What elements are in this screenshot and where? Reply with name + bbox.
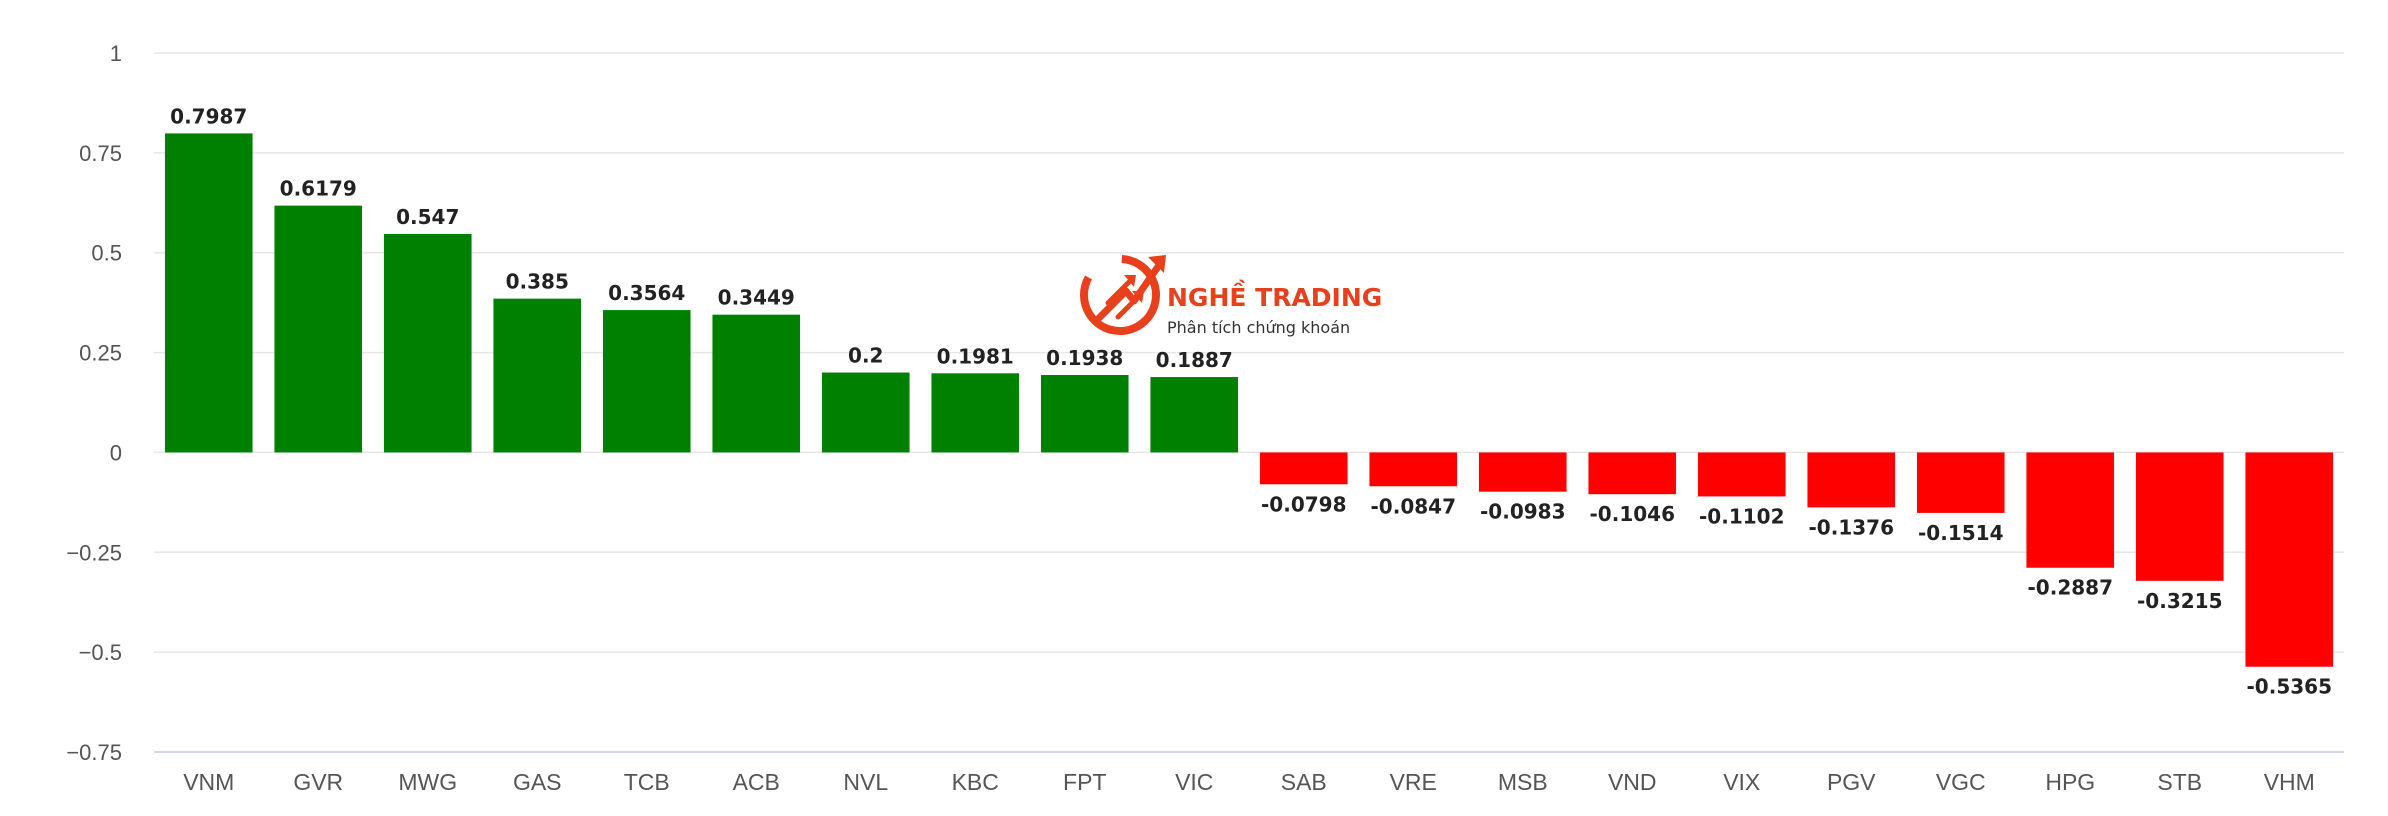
brand-watermark: NGHỀ TRADING Phân tích chứng khoán xyxy=(1080,255,1382,337)
y-tick-label: −0.5 xyxy=(79,640,122,665)
x-category-label: VHM xyxy=(2264,769,2315,795)
x-category-label: MWG xyxy=(398,769,457,795)
data-label-vhm: -0.5365 xyxy=(2247,675,2332,699)
x-category-label: GAS xyxy=(513,769,562,795)
x-category-label: KBC xyxy=(952,769,999,795)
bar-vgc xyxy=(1916,452,2005,513)
data-label-gvr: 0.6179 xyxy=(280,177,357,201)
bar-vhm xyxy=(2245,452,2334,667)
data-label-vnm: 0.7987 xyxy=(170,104,247,128)
data-label-hpg: -0.2887 xyxy=(2028,576,2113,600)
data-label-nvl: 0.2 xyxy=(848,344,883,368)
data-label-vnd: -0.1046 xyxy=(1590,502,1675,526)
x-category-label: SAB xyxy=(1281,769,1327,795)
x-category-label: VRE xyxy=(1390,769,1437,795)
x-category-label: GVR xyxy=(293,769,343,795)
data-labels: 0.7987 0.6179 0.547 0.385 0.3564 0.3449 0.2 0.1… xyxy=(170,104,2332,698)
bar-msb xyxy=(1478,452,1567,492)
bar-vnm xyxy=(164,133,253,453)
y-tick-label: 0.75 xyxy=(79,141,122,166)
bar-gas xyxy=(493,298,582,453)
x-category-label: ACB xyxy=(733,769,780,795)
x-category-label: MSB xyxy=(1498,769,1548,795)
x-category-label: VIC xyxy=(1175,769,1213,795)
x-category-label: TCB xyxy=(624,769,670,795)
bars xyxy=(164,133,2334,667)
x-category-label: STB xyxy=(2157,769,2202,795)
x-axis-categories: VNM GVR MWG GAS TCB ACB NVL KBC FPT VIC SAB VRE MSB V… xyxy=(183,769,2315,795)
bar-hpg xyxy=(2026,452,2115,568)
x-category-label: VGC xyxy=(1936,769,1986,795)
bar-vix xyxy=(1697,452,1786,497)
data-label-stb: -0.3215 xyxy=(2137,589,2222,613)
bar-stb xyxy=(2135,452,2224,581)
y-tick-label: −0.25 xyxy=(66,540,122,565)
x-category-label: VIX xyxy=(1723,769,1760,795)
x-category-label: FPT xyxy=(1063,769,1106,795)
data-label-vic: 0.1887 xyxy=(1156,348,1233,372)
y-tick-label: 1 xyxy=(110,41,122,66)
grid-lines xyxy=(154,52,2344,753)
x-category-label: NVL xyxy=(843,769,888,795)
data-label-acb: 0.3449 xyxy=(718,286,795,310)
data-label-pgv: -0.1376 xyxy=(1809,515,1894,539)
bar-kbc xyxy=(931,373,1020,453)
data-label-fpt: 0.1938 xyxy=(1046,346,1123,370)
brand-logo-icon xyxy=(1080,255,1166,335)
bar-tcb xyxy=(602,310,691,453)
brand-name: NGHỀ TRADING xyxy=(1167,279,1382,312)
brand-tagline: Phân tích chứng khoán xyxy=(1167,318,1350,337)
x-category-label: VND xyxy=(1608,769,1657,795)
data-label-gas: 0.385 xyxy=(506,270,569,294)
bar-vre xyxy=(1369,452,1458,487)
bar-nvl xyxy=(821,372,910,453)
bar-mwg xyxy=(383,233,472,453)
y-tick-label: 0.5 xyxy=(91,241,122,266)
data-label-kbc: 0.1981 xyxy=(937,344,1014,368)
x-category-label: PGV xyxy=(1827,769,1876,795)
data-label-vix: -0.1102 xyxy=(1699,504,1784,528)
data-label-tcb: 0.3564 xyxy=(608,281,685,305)
data-label-msb: -0.0983 xyxy=(1480,500,1565,524)
data-label-vgc: -0.1514 xyxy=(1918,521,2003,545)
bar-fpt xyxy=(1040,375,1129,453)
bar-pgv xyxy=(1807,452,1896,508)
bar-sab xyxy=(1259,452,1348,485)
bar-vnd xyxy=(1588,452,1677,495)
bar-acb xyxy=(712,314,801,453)
data-label-mwg: 0.547 xyxy=(396,205,459,229)
x-category-label: VNM xyxy=(183,769,234,795)
y-tick-label: −0.75 xyxy=(66,740,122,765)
bar-gvr xyxy=(274,205,363,453)
data-label-sab: -0.0798 xyxy=(1261,492,1346,516)
y-tick-label: 0 xyxy=(110,440,122,465)
data-label-vre: -0.0847 xyxy=(1371,494,1456,518)
bar-vic xyxy=(1150,377,1239,453)
x-category-label: HPG xyxy=(2045,769,2095,795)
y-axis-ticks: 1 0.75 0.5 0.25 0 −0.25 −0.5 −0.75 xyxy=(66,41,122,765)
y-tick-label: 0.25 xyxy=(79,341,122,366)
